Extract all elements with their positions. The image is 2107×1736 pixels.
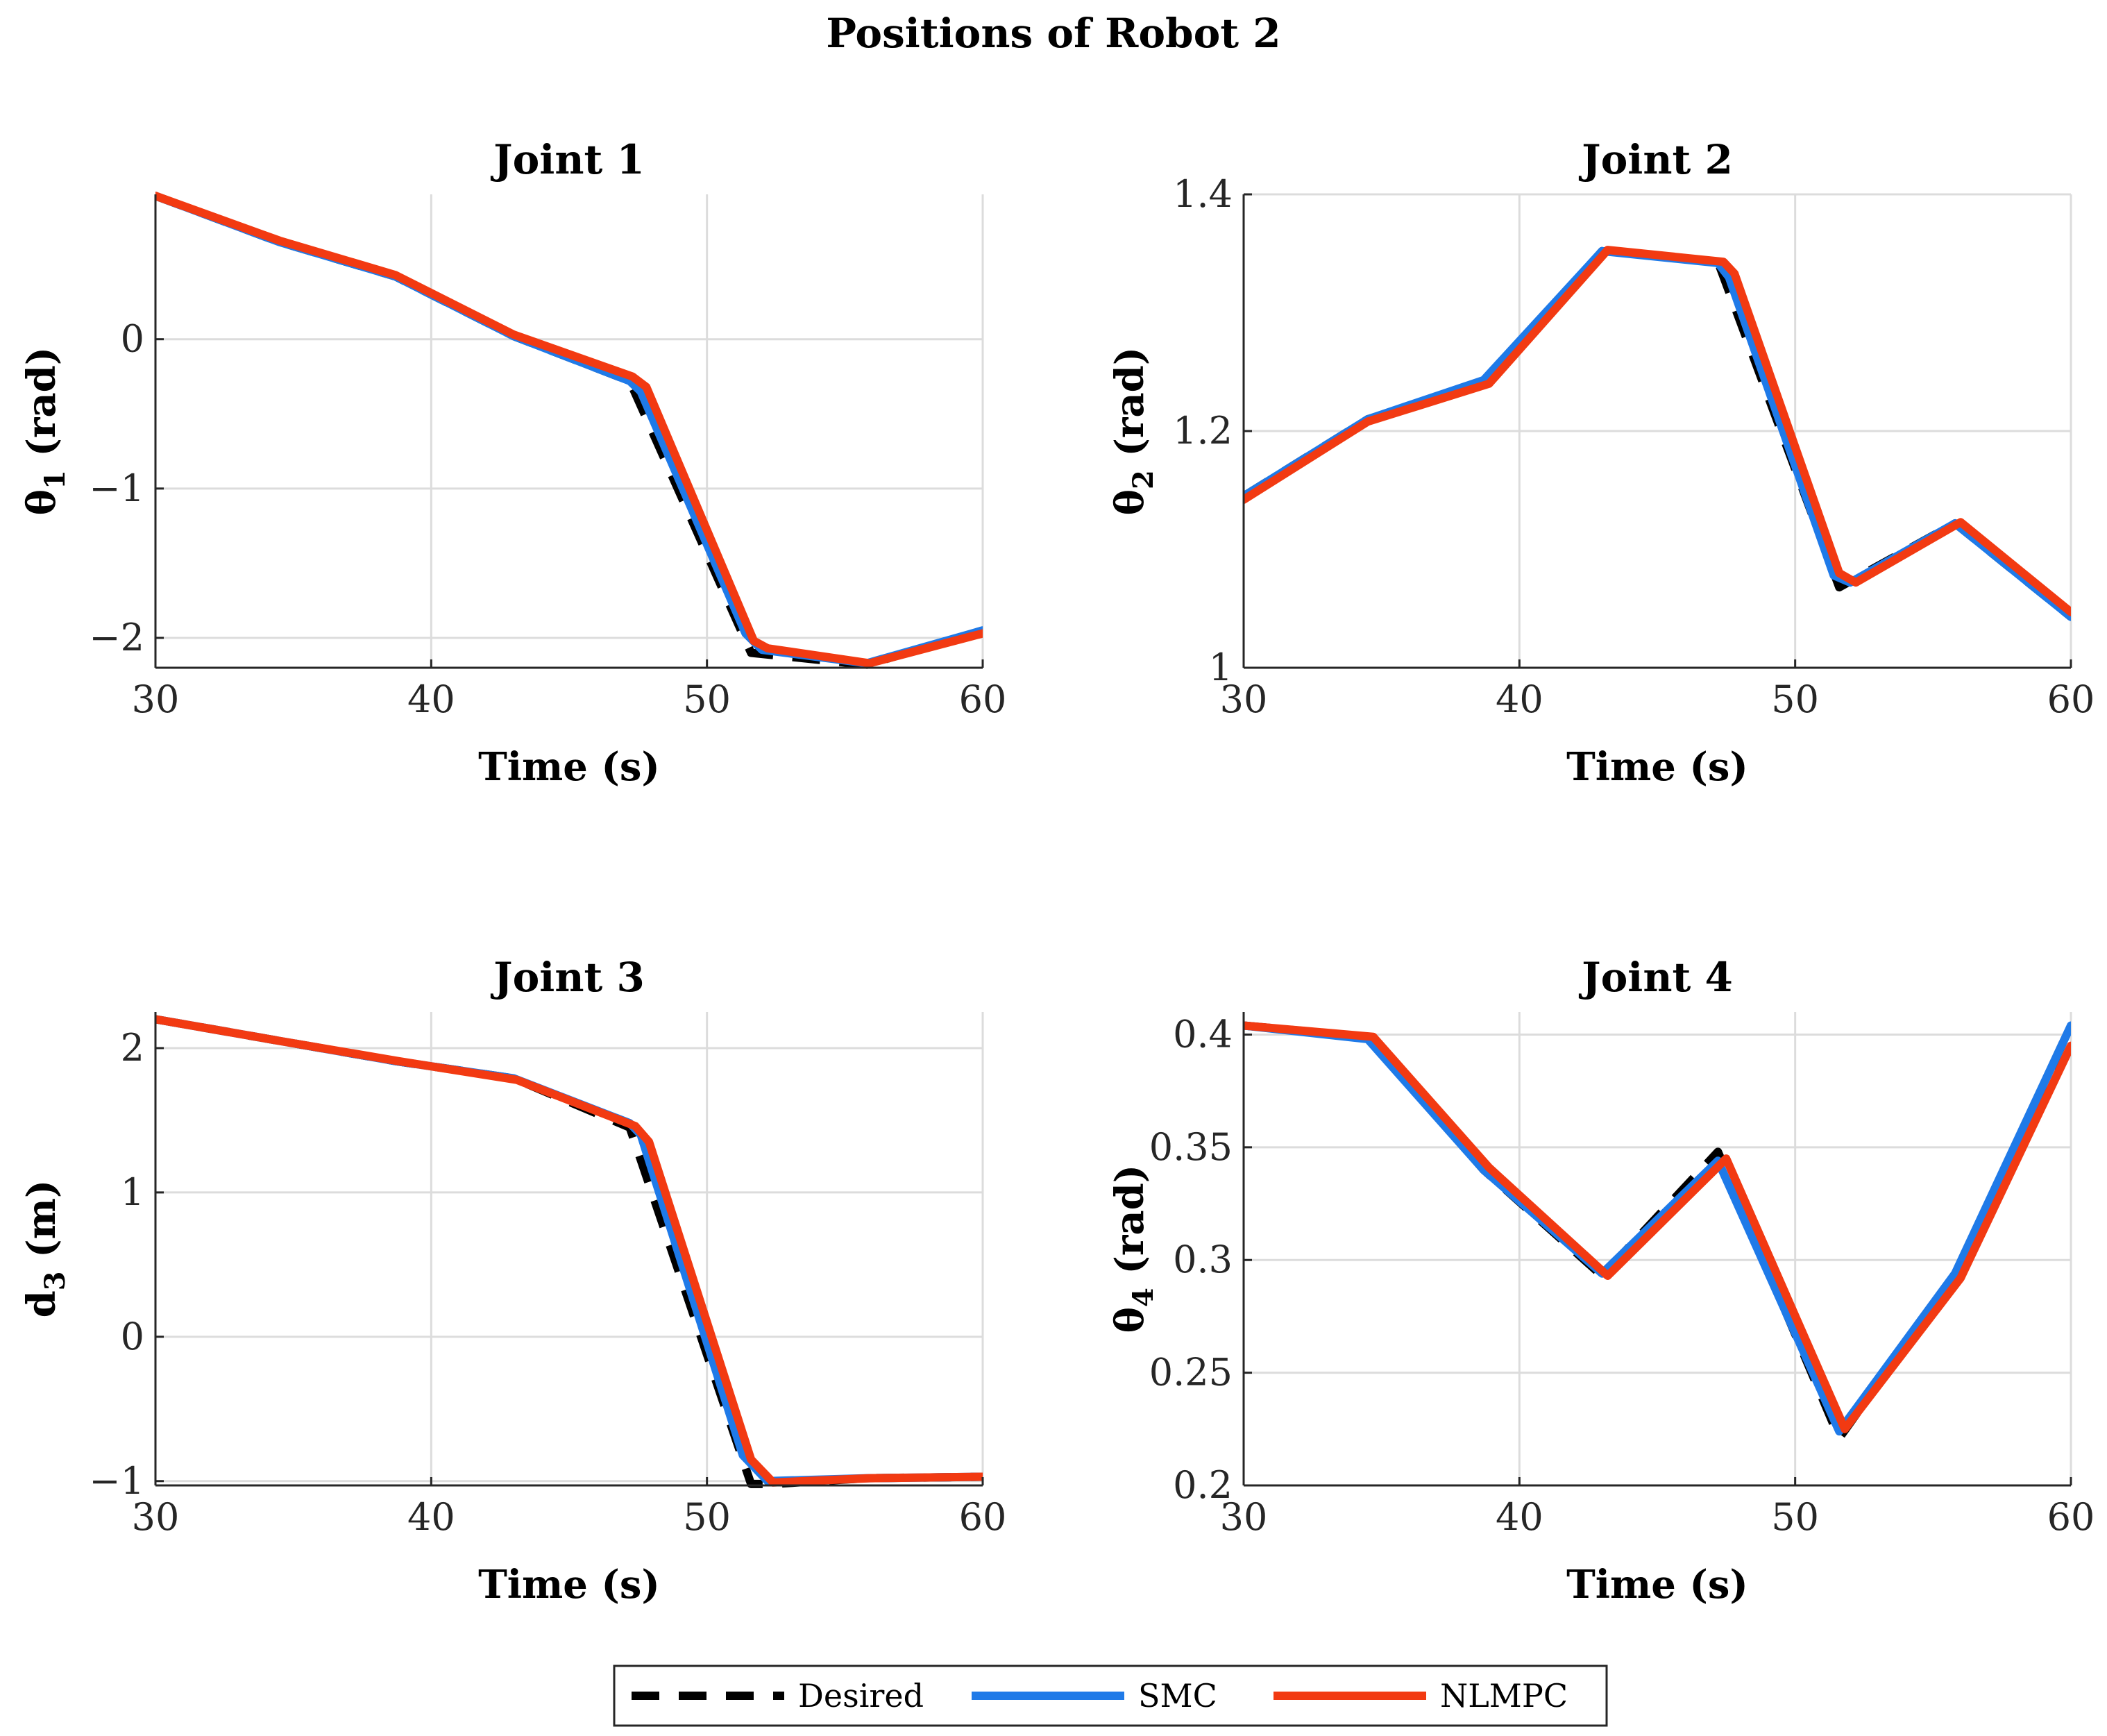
y-tick-label: 0 xyxy=(121,1315,144,1358)
y-tick-label: 0 xyxy=(121,317,144,361)
subplot-3: 30 40 50 60 −1 0 1 2 Joint 3 Time (s) d3 (m) xyxy=(19,954,1006,1608)
x-tick-label: 60 xyxy=(2047,1495,2095,1539)
x-axis-label: Time (s) xyxy=(1566,1562,1748,1608)
y-tick-label: −1 xyxy=(89,1459,144,1503)
series-group xyxy=(155,192,983,669)
subplot-title: Joint 2 xyxy=(1578,136,1733,183)
subplot-title: Joint 1 xyxy=(490,136,645,183)
y-tick-label: 0.25 xyxy=(1149,1351,1233,1394)
y-axis-label: θ1 (rad) xyxy=(19,347,71,516)
x-tick-label: 40 xyxy=(1496,677,1543,721)
x-tick-label: 40 xyxy=(1496,1495,1543,1539)
x-tick-label: 40 xyxy=(407,677,455,721)
y-tick-label: 1 xyxy=(1209,646,1233,689)
series-line-nlmpc xyxy=(1244,1021,2071,1433)
y-tick-label: −2 xyxy=(89,616,144,659)
x-tick-label: 60 xyxy=(959,1495,1007,1539)
y-tick-label: 2 xyxy=(121,1026,144,1070)
x-tick-label: 60 xyxy=(959,677,1007,721)
figure-title: Positions of Robot 2 xyxy=(826,10,1280,57)
subplot-title: Joint 4 xyxy=(1578,954,1733,1001)
series-line-smc xyxy=(1244,1021,2071,1436)
y-tick-label: −1 xyxy=(89,466,144,510)
x-tick-label: 30 xyxy=(1220,677,1268,721)
subplot-1: 30 40 50 60 −2 −1 0 Joint 1 Time (s) θ1 (rad) xyxy=(19,136,1006,790)
x-tick-label: 60 xyxy=(2047,677,2095,721)
x-tick-label: 30 xyxy=(132,677,180,721)
y-tick-label: 0.2 xyxy=(1173,1463,1233,1507)
subplot-2: 30 40 50 60 1 1.2 1.4 Joint 2 Time (s) θ2 (rad) xyxy=(1107,136,2095,790)
x-tick-label: 50 xyxy=(1771,1495,1819,1539)
x-tick-label: 50 xyxy=(683,677,731,721)
series-group xyxy=(1244,246,2071,621)
series-group xyxy=(1244,1021,2071,1442)
y-axis-label: θ4 (rad) xyxy=(1107,1165,1160,1333)
x-tick-label: 30 xyxy=(132,1495,180,1539)
x-tick-label: 40 xyxy=(407,1495,455,1539)
series-line-nlmpc xyxy=(1244,246,2071,616)
x-axis-label: Time (s) xyxy=(478,744,660,790)
y-tick-label: 1.4 xyxy=(1173,172,1233,216)
x-axis-label: Time (s) xyxy=(478,1562,660,1608)
series-group xyxy=(155,1015,983,1488)
legend-label-smc: SMC xyxy=(1138,1677,1217,1714)
y-tick-label: 0.35 xyxy=(1149,1125,1233,1169)
series-line-nlmpc xyxy=(155,192,983,668)
legend: Desired SMC NLMPC xyxy=(613,1665,1608,1727)
y-tick-label: 1 xyxy=(121,1170,144,1214)
series-line-nlmpc xyxy=(155,1015,983,1487)
y-axis-label: d3 (m) xyxy=(19,1180,71,1318)
x-tick-label: 30 xyxy=(1220,1495,1268,1539)
subplot-title: Joint 3 xyxy=(490,954,645,1001)
y-axis-label: θ2 (rad) xyxy=(1107,347,1160,516)
legend-label-nlmpc: NLMPC xyxy=(1440,1677,1568,1714)
subplot-4: 30 40 50 60 0.2 0.25 0.3 0.35 0.4 Joint 4 Time (s)… xyxy=(1107,954,2095,1608)
legend-label-desired: Desired xyxy=(798,1677,924,1714)
y-tick-label: 0.4 xyxy=(1173,1012,1233,1056)
x-tick-label: 50 xyxy=(1771,677,1819,721)
y-tick-label: 1.2 xyxy=(1173,409,1233,453)
x-axis-label: Time (s) xyxy=(1566,744,1748,790)
y-tick-label: 0.3 xyxy=(1173,1238,1233,1281)
x-tick-label: 50 xyxy=(683,1495,731,1539)
